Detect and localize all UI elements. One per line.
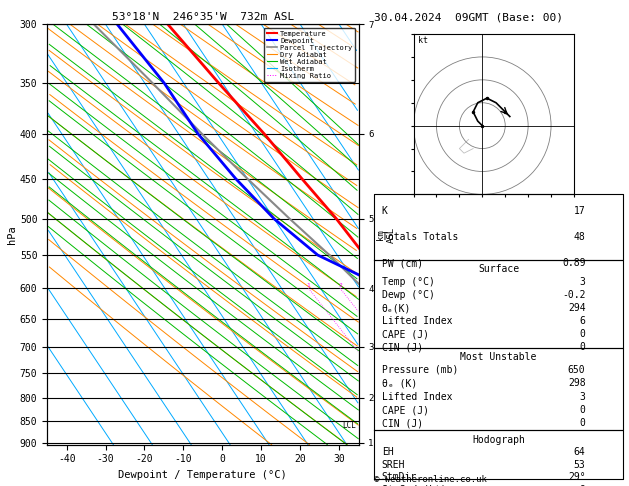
Text: 53: 53 <box>574 460 586 470</box>
Text: 0: 0 <box>579 405 586 415</box>
Text: -0.2: -0.2 <box>562 290 586 300</box>
Text: Most Unstable: Most Unstable <box>460 352 537 362</box>
Text: θₑ (K): θₑ (K) <box>382 378 417 388</box>
Text: 17: 17 <box>574 206 586 216</box>
Text: 30.04.2024  09GMT (Base: 00): 30.04.2024 09GMT (Base: 00) <box>374 12 563 22</box>
Text: 6: 6 <box>579 316 586 326</box>
Text: 2: 2 <box>338 283 342 288</box>
Text: PW (cm): PW (cm) <box>382 258 423 268</box>
Text: 294: 294 <box>568 303 586 313</box>
Text: SREH: SREH <box>382 460 405 470</box>
Text: © weatheronline.co.uk: © weatheronline.co.uk <box>374 474 487 484</box>
Text: Surface: Surface <box>478 264 519 274</box>
Text: Dewp (°C): Dewp (°C) <box>382 290 435 300</box>
Text: CAPE (J): CAPE (J) <box>382 405 429 415</box>
Text: Lifted Index: Lifted Index <box>382 392 452 402</box>
X-axis label: Dewpoint / Temperature (°C): Dewpoint / Temperature (°C) <box>118 470 287 480</box>
Text: EH: EH <box>382 448 394 457</box>
Text: StmDir: StmDir <box>382 472 417 483</box>
Text: K: K <box>382 206 387 216</box>
Text: 0.89: 0.89 <box>562 258 586 268</box>
Text: CIN (J): CIN (J) <box>382 342 423 352</box>
Text: Temp (°C): Temp (°C) <box>382 277 435 287</box>
Legend: Temperature, Dewpoint, Parcel Trajectory, Dry Adiabat, Wet Adiabat, Isotherm, Mi: Temperature, Dewpoint, Parcel Trajectory… <box>264 28 355 82</box>
Text: 3: 3 <box>579 392 586 402</box>
Y-axis label: hPa: hPa <box>7 225 17 244</box>
Text: StmSpd (kt): StmSpd (kt) <box>382 485 447 486</box>
Text: 0: 0 <box>579 418 586 429</box>
Text: 29°: 29° <box>568 472 586 483</box>
Y-axis label: km
ASL: km ASL <box>376 226 396 243</box>
Text: 650: 650 <box>568 365 586 375</box>
Text: Pressure (mb): Pressure (mb) <box>382 365 458 375</box>
Text: 0: 0 <box>579 329 586 339</box>
Text: 1: 1 <box>306 283 310 288</box>
Text: 9: 9 <box>579 485 586 486</box>
Text: Totals Totals: Totals Totals <box>382 232 458 242</box>
Text: θₑ(K): θₑ(K) <box>382 303 411 313</box>
Text: 298: 298 <box>568 378 586 388</box>
Text: 0: 0 <box>579 342 586 352</box>
Text: 48: 48 <box>574 232 586 242</box>
Text: CIN (J): CIN (J) <box>382 418 423 429</box>
Text: 64: 64 <box>574 448 586 457</box>
Text: kt: kt <box>418 36 428 45</box>
Text: 53°18'N  246°35'W  732m ASL: 53°18'N 246°35'W 732m ASL <box>112 12 294 22</box>
Text: Hodograph: Hodograph <box>472 434 525 445</box>
Text: CAPE (J): CAPE (J) <box>382 329 429 339</box>
Text: 3: 3 <box>579 277 586 287</box>
Text: Lifted Index: Lifted Index <box>382 316 452 326</box>
Text: LCL: LCL <box>343 421 357 430</box>
